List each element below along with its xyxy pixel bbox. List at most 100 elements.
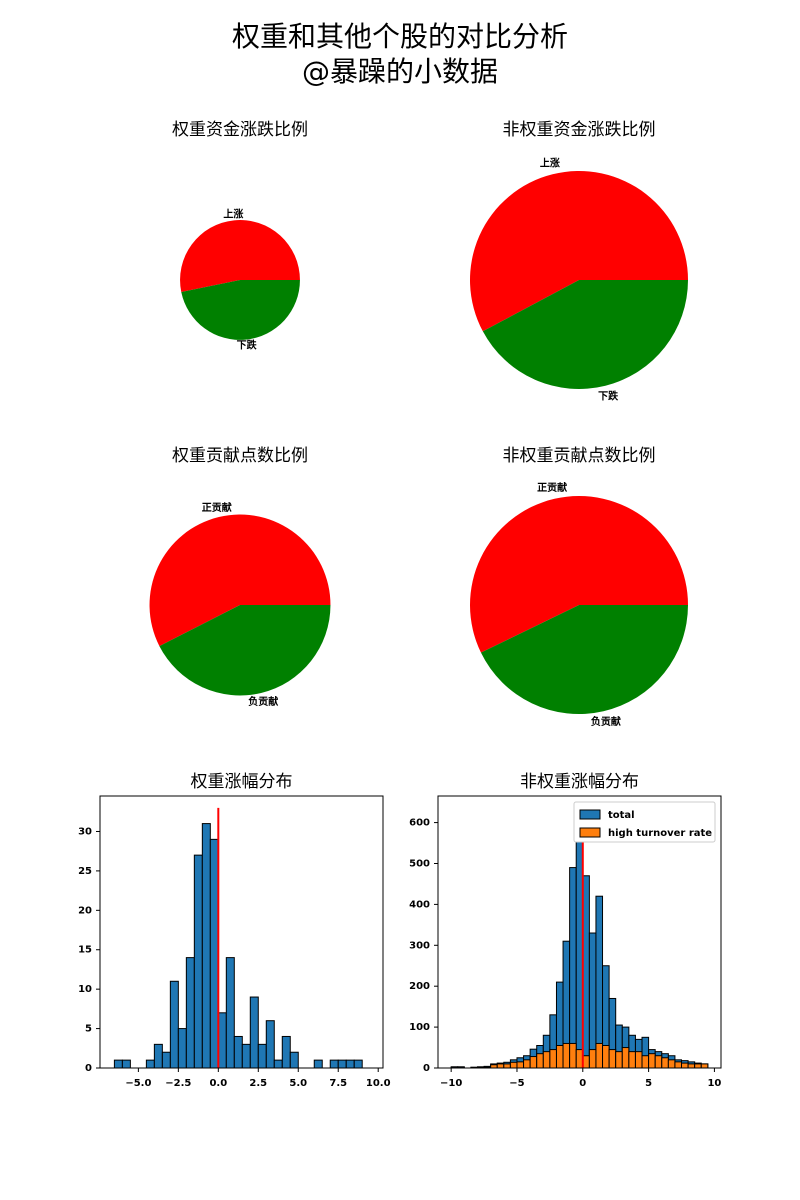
histogram-bar [161,1051,171,1069]
pie-title: 非权重资金涨跌比例 [503,120,656,140]
x-tick-label: −5 [509,1078,524,1089]
pie-slice-negative [480,605,688,715]
histogram-nonweighted-change-distribution: 非权重涨幅分布−10 −5 0 5 100100200300400500600total… [409,772,722,1089]
x-tick-label: 5 [645,1078,652,1089]
pie-slice-negative [181,280,300,340]
legend-box [573,801,716,843]
x-tick-label: 10 [707,1078,721,1089]
y-tick-label: 300 [409,940,430,951]
pie-slice-negative [482,280,688,390]
pie-slice-positive [469,496,688,653]
x-tick-label: −2.5 [165,1078,191,1089]
x-tick-label: 7.5 [329,1078,347,1089]
pie-slice-label: 下跌 [598,389,619,402]
histogram-bar [353,1059,363,1069]
histogram-bar [496,1063,505,1069]
histogram-bar [265,1020,275,1069]
x-tick-label: 0 [579,1078,586,1089]
histogram-bar [257,1043,267,1069]
histogram-bar [113,1059,123,1069]
y-tick-label: 20 [78,905,92,916]
y-tick-label: 600 [409,818,430,829]
histogram-bar [169,980,179,1069]
histogram-bar [177,1028,187,1069]
histogram-bar [681,1062,689,1069]
x-tick-label: −10 [440,1078,462,1089]
x-tick-label: 10.0 [366,1078,391,1089]
histogram-bar [549,1049,557,1069]
histogram-bar [153,1043,163,1069]
y-tick-label: 0 [423,1063,430,1074]
histogram-bar [233,1035,243,1069]
x-tick-label: −5.0 [125,1078,151,1089]
histogram-bar [700,1063,709,1069]
histogram-bar [661,1057,669,1069]
plot-frame [99,795,384,1069]
histogram-bar [595,895,604,1069]
pie-slice-positive [149,514,331,647]
histogram-title: 权重涨幅分布 [191,772,293,792]
x-tick-label: 5.0 [289,1078,307,1089]
histogram-bar [313,1059,323,1069]
pie-slice-label: 负贡献 [591,715,621,728]
pie-slice-label: 下跌 [237,339,258,352]
pie-title: 权重贡献点数比例 [172,446,308,466]
histogram-bar [569,1042,577,1069]
pie-slice-label: 上涨 [223,207,243,220]
plot-frame [437,795,722,1069]
y-tick-label: 500 [409,858,430,869]
histogram-bar [281,1035,291,1069]
histogram-bar [345,1059,355,1069]
legend: total high turnover rate [573,801,716,843]
figure-title: 权重和其他个股的对比分析 [231,20,568,53]
histogram-bar [289,1051,299,1069]
y-tick-label: 10 [78,984,92,995]
histogram-title: 非权重涨幅分布 [520,772,639,792]
histogram-bar [337,1059,347,1069]
histogram-bar [674,1061,683,1069]
legend-label: high turnover rate [608,828,712,839]
histogram-bar [628,1051,636,1069]
histogram-bar [621,1047,630,1069]
figure-subtitle: @暴躁的小数据 [301,55,498,88]
y-tick-label: 400 [409,899,430,910]
histogram-bar [529,1056,538,1069]
y-tick-label: 100 [409,1022,430,1033]
y-tick-label: 25 [78,866,92,877]
histogram-bar [503,1063,511,1069]
histogram-bar [555,1045,564,1069]
pie-slice-label: 正贡献 [202,501,232,514]
y-tick-label: 200 [409,981,430,992]
pie-slice-negative [159,605,331,696]
histogram-bar [667,1059,676,1069]
y-tick-label: 30 [78,826,92,837]
histogram-bar [225,957,235,1069]
histogram-bar [509,1061,518,1069]
histogram-bar [273,1059,283,1069]
legend-swatch [579,809,601,820]
histogram-bar [648,1053,656,1069]
histogram-bar [542,1051,551,1069]
y-tick-label: 0 [85,1063,92,1074]
histogram-bar [121,1059,131,1069]
pie-title: 非权重贡献点数比例 [503,446,656,466]
histogram-bar [145,1059,155,1069]
x-tick-label: 0.0 [209,1078,227,1089]
pie-slice-positive [469,171,688,332]
y-tick-label: 15 [78,945,92,956]
histogram-bar [608,1049,617,1069]
histogram-bar [602,1045,610,1069]
histogram-bar [217,1012,227,1069]
histogram-bar [536,1053,544,1069]
pie-slice-positive [180,220,300,292]
histogram-bar [654,1055,663,1069]
histogram-bar [588,1049,597,1069]
histogram-bar [193,854,203,1069]
legend-swatch [579,827,601,838]
histogram-bar [588,932,597,1069]
histogram-bar [595,1042,604,1069]
histogram-bar [249,996,259,1069]
